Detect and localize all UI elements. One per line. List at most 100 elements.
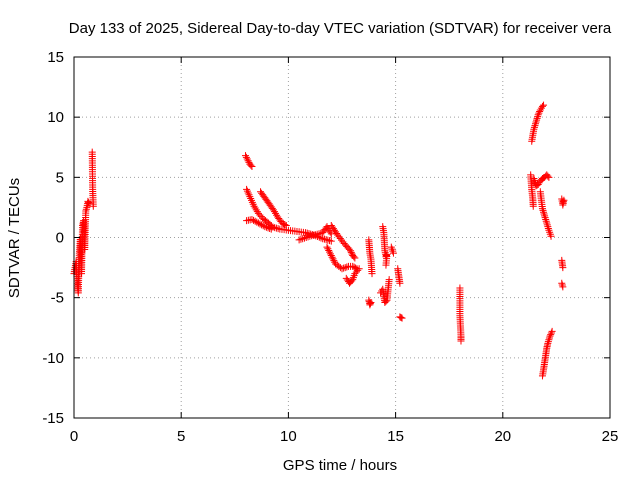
- data-point: [544, 224, 552, 232]
- data-point: [547, 331, 555, 339]
- data-point: [546, 332, 554, 340]
- data-point: [534, 113, 542, 121]
- data-point: [326, 248, 334, 256]
- data-point: [545, 334, 553, 342]
- data-point: [352, 268, 360, 276]
- data-point: [548, 327, 556, 335]
- data-point: [538, 205, 546, 213]
- data-point: [251, 204, 259, 212]
- data-point: [348, 277, 356, 285]
- data-point: [543, 221, 551, 229]
- data-point: [536, 106, 544, 114]
- data-point: [543, 219, 551, 227]
- data-point: [330, 257, 338, 265]
- data-point: [323, 243, 331, 251]
- data-point: [247, 161, 255, 169]
- chart-title: Day 133 of 2025, Sidereal Day-to-day VTE…: [69, 20, 612, 37]
- data-point: [354, 266, 362, 274]
- data-point: [270, 208, 278, 216]
- data-point: [89, 202, 97, 210]
- data-point: [542, 215, 550, 223]
- y-tick-label: -5: [51, 290, 64, 307]
- data-point: [545, 336, 553, 344]
- data-point: [355, 265, 363, 273]
- data-point: [251, 217, 259, 225]
- data-point: [529, 202, 537, 210]
- data-point: [347, 248, 355, 256]
- data-point: [559, 264, 567, 272]
- data-point: [368, 270, 376, 278]
- data-point: [261, 223, 269, 231]
- data-point: [366, 300, 374, 308]
- data-point: [351, 270, 359, 278]
- data-point: [547, 232, 555, 240]
- data-point: [324, 245, 332, 253]
- data-point: [544, 172, 552, 180]
- data-point: [266, 224, 274, 232]
- data-point: [547, 329, 555, 337]
- data-point: [559, 283, 567, 291]
- data-points: [70, 101, 568, 380]
- data-point: [389, 249, 397, 257]
- data-point: [397, 314, 405, 322]
- data-point: [544, 338, 552, 346]
- data-point: [541, 214, 549, 222]
- data-point: [530, 175, 538, 183]
- data-point: [327, 252, 335, 260]
- data-point: [328, 253, 336, 261]
- data-point: [385, 276, 393, 284]
- data-point: [457, 337, 465, 345]
- data-point: [295, 236, 303, 244]
- data-point: [272, 209, 280, 217]
- data-point: [533, 114, 541, 122]
- data-point: [539, 206, 547, 214]
- data-point: [535, 109, 543, 117]
- y-tick-label: 0: [56, 230, 64, 247]
- data-point: [396, 279, 404, 287]
- data-point: [541, 212, 549, 220]
- data-point: [327, 237, 335, 245]
- data-point: [242, 152, 250, 160]
- data-point: [254, 209, 262, 217]
- data-point: [243, 187, 251, 195]
- data-point: [343, 263, 351, 271]
- data-point: [325, 246, 333, 254]
- data-point: [256, 211, 264, 219]
- data-point: [534, 181, 542, 189]
- x-tick-label: 10: [280, 428, 297, 445]
- data-point: [250, 216, 258, 224]
- data-point: [349, 262, 357, 270]
- data-point: [250, 202, 258, 210]
- data-point: [538, 102, 546, 110]
- data-point: [540, 210, 548, 218]
- x-tick-label: 20: [494, 428, 511, 445]
- data-point: [264, 224, 272, 232]
- data-point: [340, 264, 348, 272]
- data-point: [341, 264, 349, 272]
- data-point: [530, 176, 538, 184]
- data-point: [258, 221, 266, 229]
- data-point: [351, 254, 359, 262]
- data-point: [382, 297, 390, 305]
- data-point: [300, 234, 308, 242]
- data-point: [350, 263, 358, 271]
- data-point: [245, 191, 253, 199]
- data-point: [278, 219, 286, 227]
- data-point: [253, 218, 261, 226]
- data-point: [244, 189, 252, 197]
- y-tick-label: 15: [47, 49, 64, 66]
- data-point: [542, 217, 550, 225]
- data-point: [545, 173, 553, 181]
- y-axis-label: SDTVAR / TECUs: [6, 178, 23, 298]
- data-point: [530, 123, 538, 131]
- data-point: [244, 157, 252, 165]
- data-point: [558, 279, 566, 287]
- x-tick-label: 15: [387, 428, 404, 445]
- data-point: [281, 221, 289, 229]
- data-point: [534, 111, 542, 119]
- data-point: [279, 220, 287, 228]
- x-tick-label: 25: [602, 428, 619, 445]
- x-tick-label: 5: [177, 428, 185, 445]
- data-point: [532, 118, 540, 126]
